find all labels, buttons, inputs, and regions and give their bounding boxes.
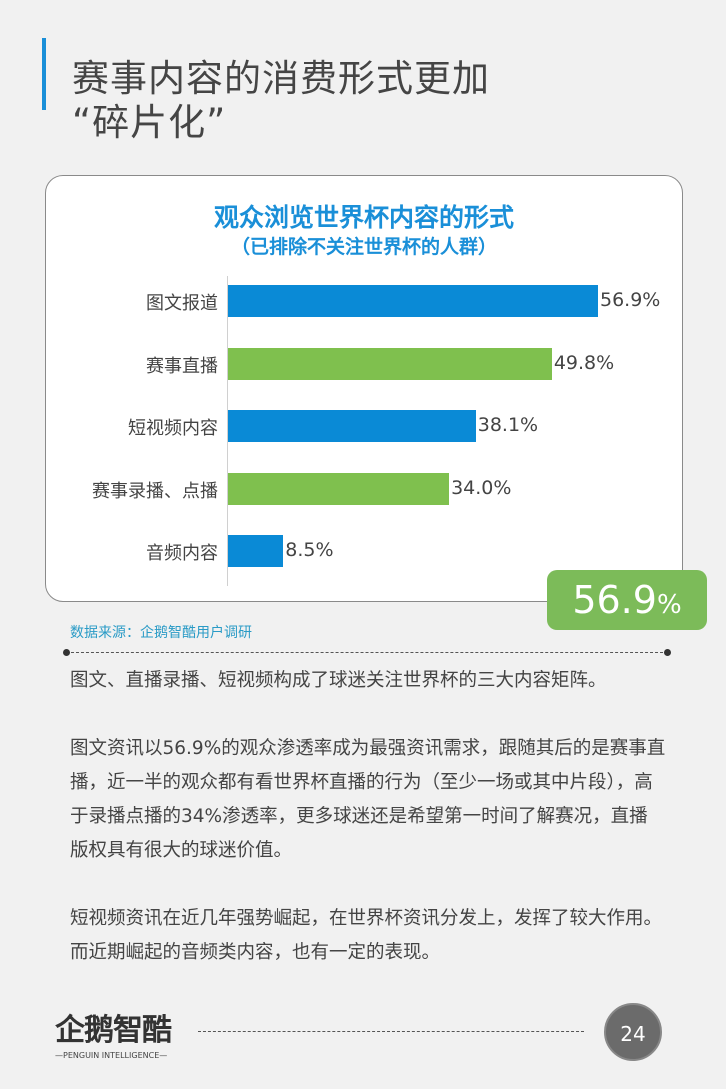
category-label: 图文报道 — [146, 293, 218, 314]
data-source: 数据来源：企鹅智酷用户调研 — [70, 625, 252, 641]
bar — [228, 472, 450, 505]
highlight-value: 56.9 — [572, 578, 657, 622]
divider — [66, 652, 668, 653]
chart-subtitle: （已排除不关注世界杯的人群） — [230, 236, 497, 258]
value-label: 49.8% — [553, 351, 615, 374]
page-number: 24 — [604, 1003, 662, 1061]
category-label: 赛事直播 — [146, 355, 218, 377]
footer-divider — [198, 1031, 584, 1032]
body-text: 图文、直播录播、短视频构成了球迷关注世界杯的三大内容矩阵。 图文资讯以56.9%… — [70, 664, 666, 1004]
bar — [228, 285, 598, 317]
category-label: 音频内容 — [146, 543, 218, 564]
heading-accent-bar — [42, 38, 46, 110]
value-label: 8.5% — [285, 539, 334, 561]
chart-card: 观众浏览世界杯内容的形式 （已排除不关注世界杯的人群） 图文报道 56.9% 赛事直… — [45, 175, 683, 602]
logo-subtext: —PENGUIN INTELLIGENCE— — [55, 1051, 168, 1060]
value-label: 34.0% — [451, 476, 512, 499]
bar — [228, 535, 284, 567]
category-label: 短视频内容 — [128, 418, 218, 439]
page-title-line2: “碎片化” — [72, 101, 227, 144]
paragraph: 图文、直播录播、短视频构成了球迷关注世界杯的三大内容矩阵。 — [70, 670, 607, 691]
divider-dot — [664, 649, 671, 656]
paragraph: 图文资讯以56.9%的观众渗透率成为最强资讯需求，跟随其后的是赛事直播，近一半的… — [70, 738, 666, 861]
chart-title: 观众浏览世界杯内容的形式 — [213, 203, 514, 232]
highlight-badge: 56.9% — [547, 570, 707, 630]
value-label: 38.1% — [477, 414, 539, 436]
bar — [228, 410, 476, 442]
highlight-unit: % — [656, 590, 682, 620]
chart-axis — [227, 276, 228, 586]
value-label: 56.9% — [600, 289, 661, 311]
logo-text: 企鹅智酷 — [55, 1013, 172, 1048]
category-label: 赛事录播、点播 — [92, 480, 218, 502]
divider-dot — [63, 649, 70, 656]
bar — [228, 347, 552, 380]
paragraph: 短视频资讯在近几年强势崛起，在世界杯资讯分发上，发挥了较大作用。而近期崛起的音频… — [70, 908, 663, 963]
logo: 企鹅智酷 —PENGUIN INTELLIGENCE— — [55, 1005, 180, 1060]
page-title-line1: 赛事内容的消费形式更加 — [72, 57, 490, 100]
